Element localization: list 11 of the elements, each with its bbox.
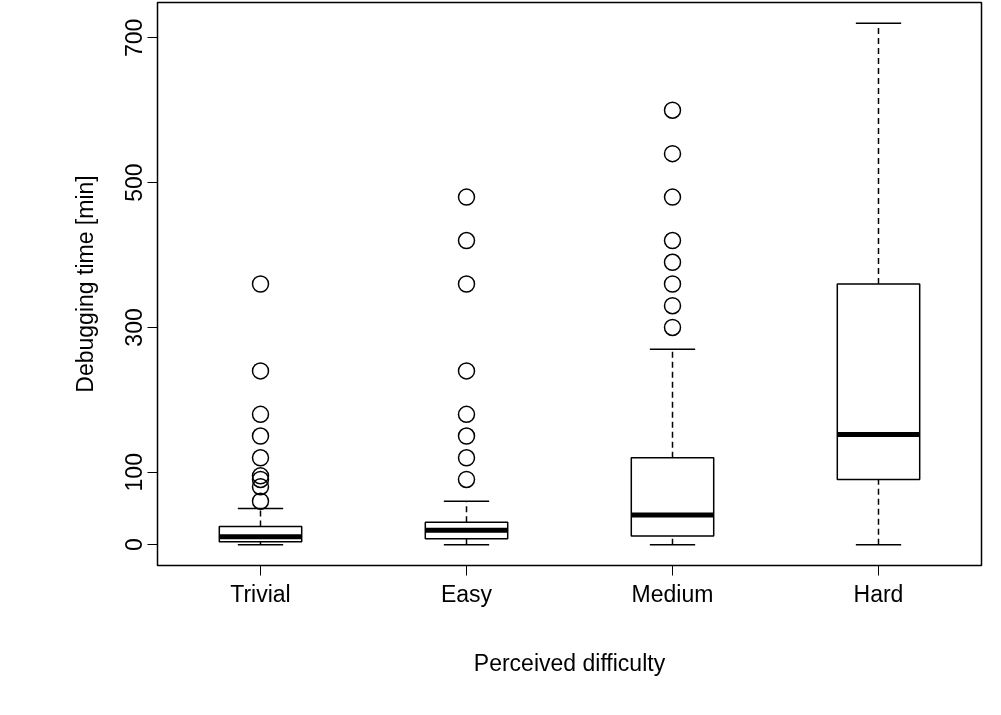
y-tick-label: 0 xyxy=(121,538,148,552)
y-axis-title: Debugging time [min] xyxy=(71,175,98,393)
x-axis-title: Perceived difficulty xyxy=(473,649,666,676)
x-tick-label: Medium xyxy=(631,580,714,607)
y-tick-label: 100 xyxy=(121,453,148,492)
y-tick-label: 700 xyxy=(121,18,148,58)
y-tick-label: 300 xyxy=(121,308,148,347)
y-tick-label: 500 xyxy=(121,163,148,202)
x-tick-label: Hard xyxy=(853,580,904,607)
x-tick-label: Easy xyxy=(440,580,493,607)
x-tick-label: Trivial xyxy=(230,580,291,607)
